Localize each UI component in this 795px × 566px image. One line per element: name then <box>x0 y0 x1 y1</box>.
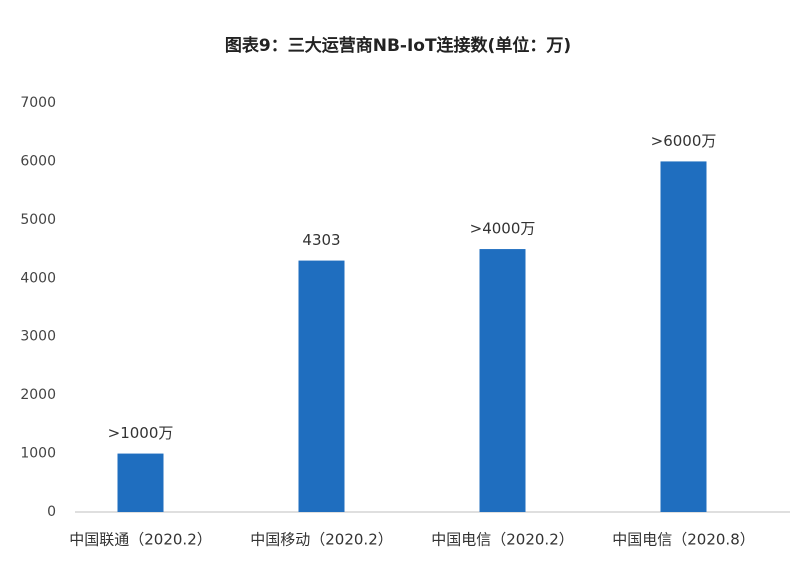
value-label: >6000万 <box>651 132 717 150</box>
y-tick-label: 2000 <box>20 387 56 403</box>
y-tick-label: 1000 <box>20 446 56 462</box>
y-tick-label: 7000 <box>20 95 56 111</box>
y-tick-label: 3000 <box>20 329 56 345</box>
x-tick-label: 中国电信（2020.2） <box>431 531 574 549</box>
value-label: >1000万 <box>108 424 174 442</box>
y-tick-label: 5000 <box>20 212 56 228</box>
chart-title: 图表9：三大运营商NB-IoT连接数(单位：万) <box>225 35 571 56</box>
x-tick-label: 中国联通（2020.2） <box>69 531 212 549</box>
bar <box>660 161 707 512</box>
bar <box>117 453 164 512</box>
bar <box>479 249 526 513</box>
y-tick-label: 4000 <box>20 270 56 286</box>
x-tick-label: 中国移动（2020.2） <box>250 531 393 549</box>
x-tick-label: 中国电信（2020.8） <box>612 531 755 549</box>
value-label: >4000万 <box>470 220 536 238</box>
bar <box>298 260 345 512</box>
value-label: 4303 <box>302 231 340 249</box>
y-tick-label: 0 <box>47 504 56 520</box>
y-tick-label: 6000 <box>20 153 56 169</box>
